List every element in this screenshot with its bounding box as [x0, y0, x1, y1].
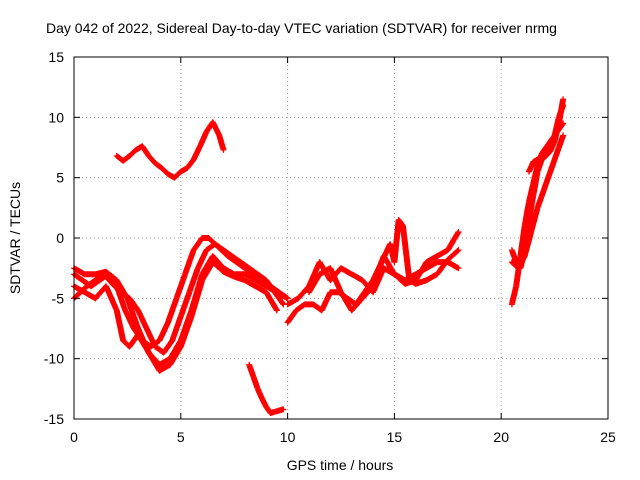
- series-s4: [71, 241, 287, 356]
- x-tick-label: 20: [493, 429, 509, 445]
- series-s5: [113, 119, 227, 181]
- y-tick-label: -10: [44, 351, 64, 367]
- series-trace: [285, 217, 461, 325]
- chart-title: Day 042 of 2022, Sidereal Day-to-day VTE…: [46, 20, 557, 36]
- x-tick-label: 0: [70, 429, 78, 445]
- series-trace: [246, 362, 286, 416]
- y-tick-label: 10: [48, 109, 64, 125]
- plot-data: [71, 96, 567, 416]
- y-tick-label: 0: [56, 230, 64, 246]
- series-trace: [306, 230, 461, 313]
- x-tick-label: 5: [177, 429, 185, 445]
- series-trace: [71, 241, 286, 355]
- series-s12: [508, 132, 567, 272]
- series-trace: [114, 120, 227, 181]
- y-tick-label: 5: [56, 170, 64, 186]
- series-s13: [525, 102, 567, 175]
- y-axis-label: SDTVAR / TECUs: [7, 182, 23, 294]
- x-tick-label: 25: [600, 429, 616, 445]
- series-trace: [526, 103, 566, 174]
- x-tick-label: 10: [280, 429, 296, 445]
- series-s8: [284, 216, 462, 326]
- series-trace: [509, 133, 566, 271]
- series-trace: [72, 259, 280, 374]
- series-s3: [71, 259, 280, 374]
- x-axis-label: GPS time / hours: [287, 457, 394, 473]
- y-tick-label: -15: [44, 411, 64, 427]
- series-trace: [71, 235, 290, 349]
- y-tick-label: 15: [48, 49, 64, 65]
- x-tick-label: 15: [387, 429, 403, 445]
- grid: [74, 57, 608, 419]
- series-s6: [246, 361, 287, 416]
- y-tick-label: -5: [52, 290, 65, 306]
- series-s9: [305, 228, 462, 314]
- axis-ticks: 0 5 10 15 20 25 -15 -10 -5 0 5 10 15: [44, 49, 616, 445]
